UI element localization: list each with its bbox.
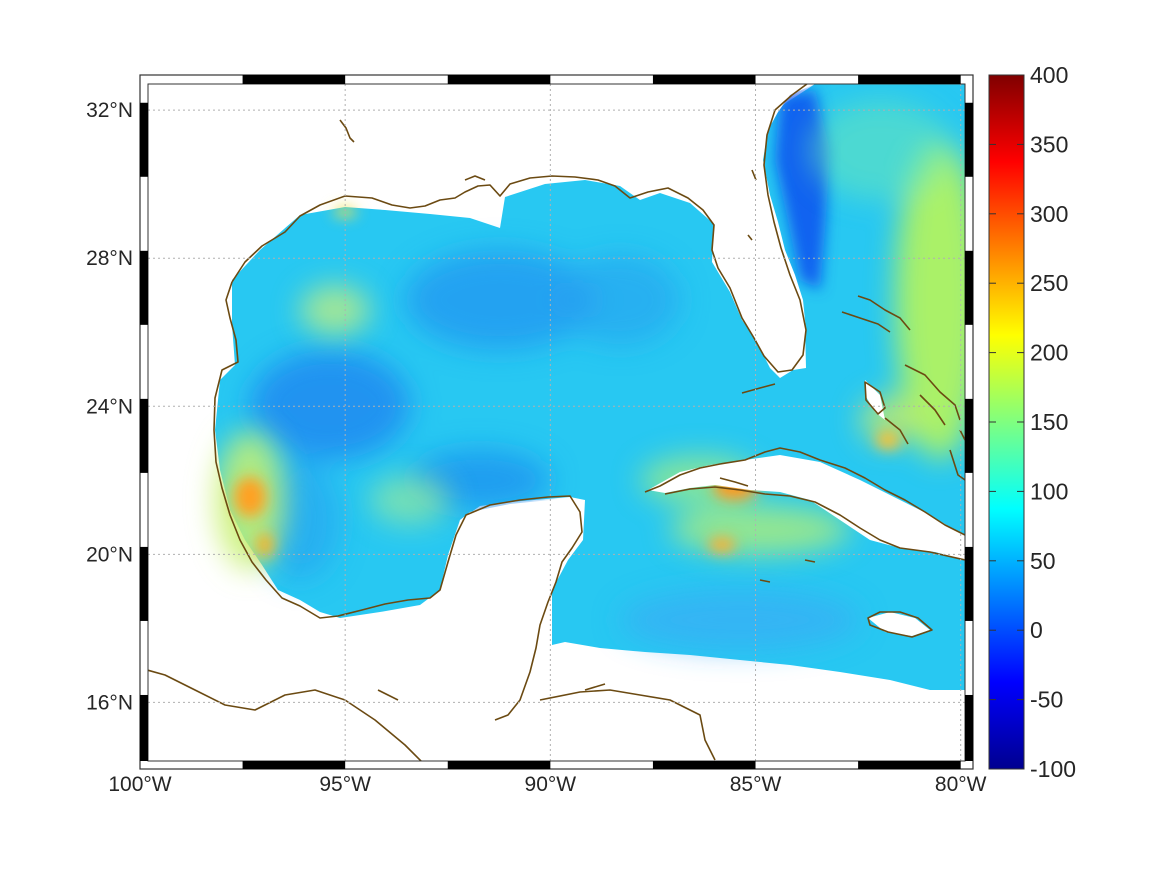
colorbar-tick-label: -50 xyxy=(1030,687,1063,713)
colorbar-tick-label: -100 xyxy=(1030,756,1076,782)
latitude-labels: 32°N 28°N 24°N 20°N 16°N xyxy=(86,99,133,714)
frame-segment-right xyxy=(965,399,973,473)
lon-tick-label: 90°W xyxy=(525,773,577,796)
lat-tick-label: 28°N xyxy=(86,247,133,270)
frame-segment-top xyxy=(858,75,961,84)
frame-segment-bottom xyxy=(653,761,756,769)
lon-tick-label: 85°W xyxy=(730,773,782,796)
frame-segment-top xyxy=(243,75,346,84)
colorbar-tick-label: 0 xyxy=(1030,617,1043,643)
lat-tick-label: 32°N xyxy=(86,99,133,122)
frame-segment-top xyxy=(448,75,551,84)
colorbar-tick-label: 150 xyxy=(1030,409,1068,435)
colorbar-tick-label: 300 xyxy=(1030,201,1068,227)
colorbar-tick-label: 400 xyxy=(1030,62,1068,88)
frame-segment-right xyxy=(965,695,973,761)
colorbar: 400 350 300 250 200 150 100 50 0 -50 -100 xyxy=(989,62,1076,782)
frame-segment-left xyxy=(140,695,148,761)
lon-tick-label: 95°W xyxy=(319,773,371,796)
frame-segment-right xyxy=(965,251,973,325)
lat-tick-label: 24°N xyxy=(86,395,133,418)
colorbar-tick-label: 100 xyxy=(1030,478,1068,504)
frame-segment-bottom xyxy=(858,761,961,769)
frame-segment-left xyxy=(140,251,148,325)
frame-segment-left xyxy=(140,547,148,621)
colorbar-tick-label: 250 xyxy=(1030,270,1068,296)
frame-segment-left xyxy=(140,103,148,177)
frame-segment-bottom xyxy=(243,761,346,769)
longitude-labels: 100°W 95°W 90°W 85°W 80°W xyxy=(108,773,986,796)
lat-tick-label: 20°N xyxy=(86,543,133,566)
frame-segment-right xyxy=(965,547,973,621)
frame-segment-top xyxy=(653,75,756,84)
colorbar-tick-label: 350 xyxy=(1030,131,1068,157)
lon-tick-label: 100°W xyxy=(108,773,171,796)
frame-segment-bottom xyxy=(448,761,551,769)
lat-tick-label: 16°N xyxy=(86,691,133,714)
colorbar-tick-label: 200 xyxy=(1030,340,1068,366)
colorbar-tick-label: 50 xyxy=(1030,548,1056,574)
frame-segment-right xyxy=(965,103,973,177)
frame-segment-left xyxy=(140,399,148,473)
lon-tick-label: 80°W xyxy=(935,773,987,796)
